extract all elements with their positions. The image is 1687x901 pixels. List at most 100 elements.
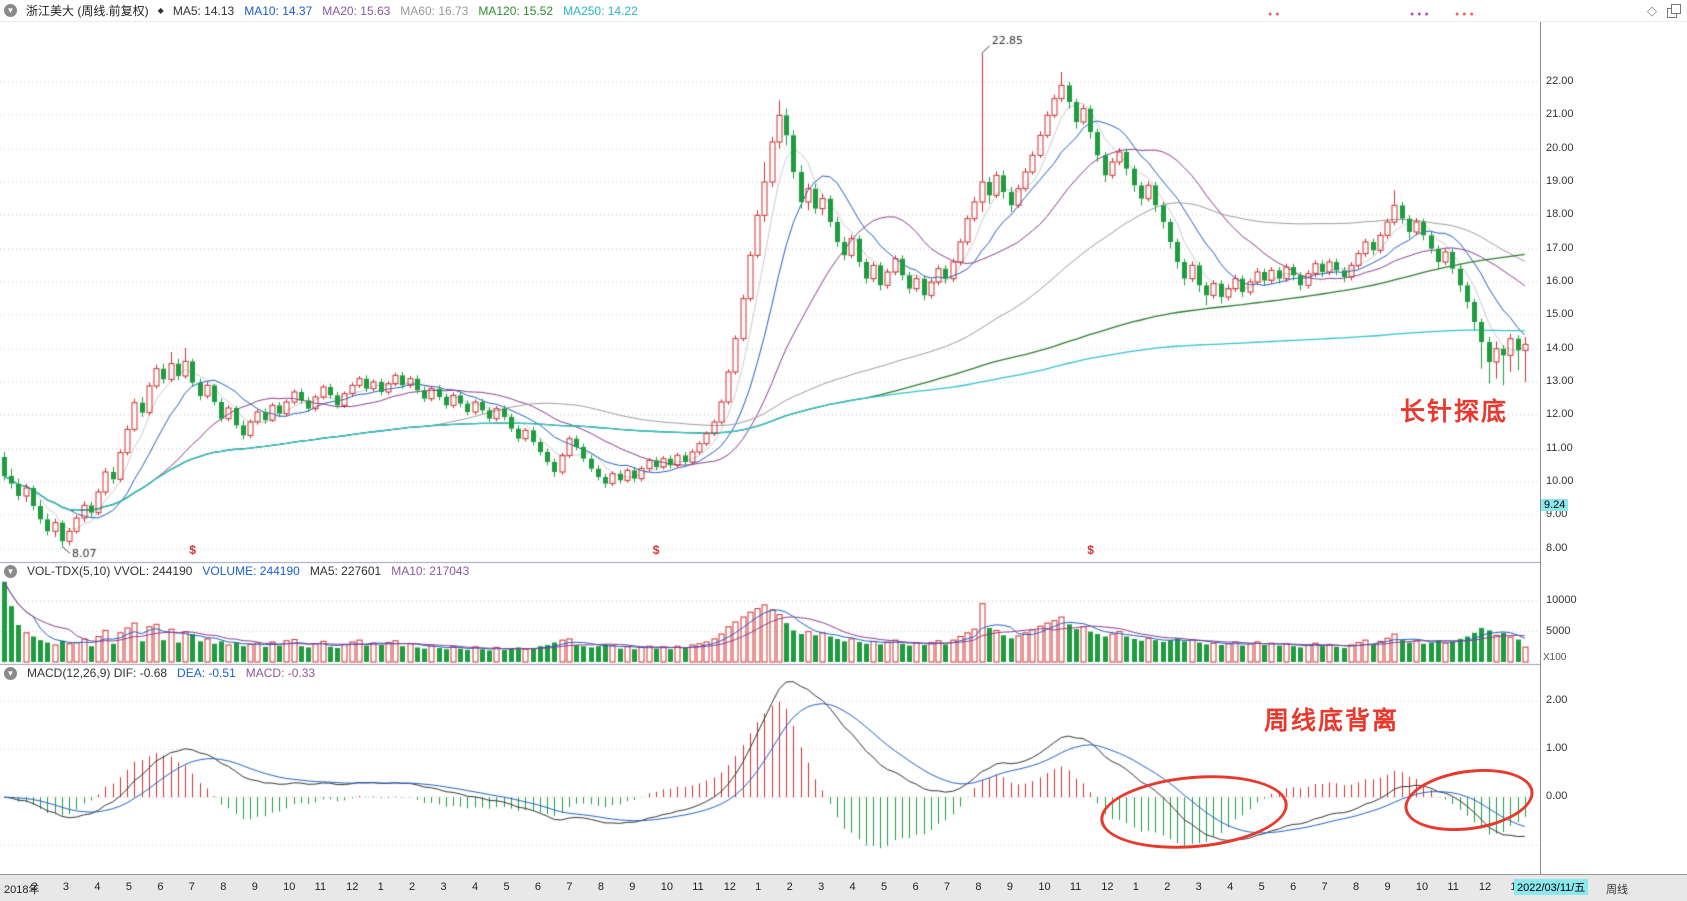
volume-tick-5000: 5000 xyxy=(1546,624,1571,637)
month-tick: 3 xyxy=(440,881,447,893)
month-tick: 2 xyxy=(786,881,793,893)
month-tick: 11 xyxy=(1447,881,1459,893)
ma-indicator-list: MA5: 14.13 MA10: 14.37 MA20: 15.63 MA60: 16… xyxy=(173,4,638,18)
month-tick: 10 xyxy=(283,881,296,893)
macd-header-item-2: DEA: -0.51 xyxy=(177,666,236,680)
current-price-badge: 9.24 xyxy=(1541,499,1569,511)
month-tick: 1 xyxy=(1510,881,1516,893)
month-tick: 5 xyxy=(1258,881,1265,893)
diamond-icon[interactable]: ◇ xyxy=(1647,3,1657,18)
marker-dots-3: ●●● xyxy=(1455,11,1477,18)
month-tick: 2 xyxy=(1164,881,1171,893)
ma-indicator-3: MA20: 15.63 xyxy=(322,3,391,18)
year-label: 2018年 xyxy=(4,884,40,896)
month-tick: 7 xyxy=(943,881,951,893)
dividend-marker-1: $ xyxy=(189,543,196,557)
annotation-weekly-divergence: 周线底背离 xyxy=(1264,707,1400,735)
time-axis[interactable]: 2018年 2022/03/11/五 周线 2 3 4 5 6 7 8 9 10 11 12 1 2 3 4… xyxy=(0,874,1687,901)
current-date-badge: 2022/03/11/五 xyxy=(1514,879,1589,895)
ma-indicator-4: MA60: 16.73 xyxy=(400,3,469,18)
month-tick: 6 xyxy=(157,881,164,893)
price-tick-12.00: 12.00 xyxy=(1546,408,1574,421)
month-tick: 5 xyxy=(125,881,132,893)
month-tick: 8 xyxy=(597,881,604,893)
macd-header-item-1: MACD(12,26,9) DIF: -0.68 xyxy=(27,666,168,680)
value-axis[interactable]: 22.00 21.00 20.00 19.00 18.00 17.00 16.00 15.00… xyxy=(1540,22,1687,874)
month-tick: 1 xyxy=(377,881,384,893)
price-tick-17.00: 17.00 xyxy=(1546,241,1574,254)
month-tick: 7 xyxy=(566,881,573,893)
month-tick: 12 xyxy=(723,881,736,893)
month-tick: 10 xyxy=(1415,881,1429,893)
month-tick: 6 xyxy=(534,881,542,893)
price-tick-22.00: 22.00 xyxy=(1546,75,1574,87)
ma-indicator-5: MA120: 15.52 xyxy=(478,3,554,18)
restore-window-icon[interactable] xyxy=(1667,4,1681,18)
month-tick: 5 xyxy=(881,881,888,893)
month-tick: 11 xyxy=(314,881,327,893)
window-controls: ◇ xyxy=(1647,3,1681,19)
annotation-long-needle: 长针探底 xyxy=(1400,398,1509,426)
header-bar: ▼ 浙江美大 (周线.前复权) ◆ MA5: 14.13 MA10: 14.37 M… xyxy=(0,0,1687,22)
month-tick: 9 xyxy=(1006,881,1013,893)
month-tick: 10 xyxy=(1038,881,1051,893)
price-tick-16.00: 16.00 xyxy=(1546,275,1574,287)
month-tick: 11 xyxy=(692,881,704,893)
period-label[interactable]: 周线 xyxy=(1606,884,1628,896)
month-tick: 7 xyxy=(188,881,195,893)
price-tick-19.00: 19.00 xyxy=(1546,175,1574,187)
chart-canvas[interactable] xyxy=(0,22,1540,874)
month-tick: 3 xyxy=(818,881,825,893)
month-tick: 4 xyxy=(94,881,101,893)
month-tick: 8 xyxy=(220,881,227,893)
month-tick: 9 xyxy=(1384,881,1391,893)
ma-indicator-2: MA10: 14.37 xyxy=(244,3,313,18)
price-tick-10.00: 10.00 xyxy=(1546,475,1574,487)
month-tick: 8 xyxy=(975,881,982,893)
price-tick-14.00: 14.00 xyxy=(1546,341,1574,354)
month-tick: 12 xyxy=(1478,881,1492,893)
price-tick-11.00: 11.00 xyxy=(1546,441,1573,454)
volume-unit-label: X100 xyxy=(1543,652,1567,663)
month-tick: 3 xyxy=(1195,881,1202,893)
stock-title: 浙江美大 (周线.前复权) xyxy=(26,4,149,18)
month-tick: 2 xyxy=(31,881,38,893)
volume-header-item-4: MA10: 217043 xyxy=(391,564,470,578)
month-tick: 1 xyxy=(755,881,762,893)
collapse-main-pane-icon[interactable]: ▼ xyxy=(4,4,17,17)
price-tick-21.00: 21.00 xyxy=(1546,108,1574,121)
price-tick-15.00: 15.00 xyxy=(1546,308,1574,321)
month-tick: 4 xyxy=(849,881,856,893)
volume-pane-header: ▼ VOL-TDX(5,10) VVOL: 244190 VOLUME: 2441… xyxy=(4,564,469,578)
volume-header-item-2: VOLUME: 244190 xyxy=(202,564,300,578)
macd-pane-header: ▼ MACD(12,26,9) DIF: -0.68 DEA: -0.51 MACD… xyxy=(4,666,315,680)
volume-tick-10000: 10000 xyxy=(1546,594,1577,607)
month-tick: 6 xyxy=(1290,881,1297,893)
dividend-marker-3: $ xyxy=(1087,543,1094,557)
dividend-marker-2: $ xyxy=(652,543,660,557)
month-tick: 8 xyxy=(1353,881,1360,893)
macd-header-item-3: MACD: -0.33 xyxy=(245,666,316,680)
volume-header-item-1: VOL-TDX(5,10) VVOL: 244190 xyxy=(27,564,193,578)
collapse-macd-pane-icon[interactable]: ▼ xyxy=(4,666,17,680)
price-tick-20.00: 20.00 xyxy=(1546,141,1574,154)
price-tick-13.00: 13.00 xyxy=(1546,375,1574,387)
marker-dots-1: ●● xyxy=(1268,11,1283,18)
macd-tick-1.00: 1.00 xyxy=(1546,742,1568,755)
month-tick: 4 xyxy=(471,881,479,893)
month-tick: 1 xyxy=(1132,881,1139,893)
ma-indicator-1: MA5: 14.13 xyxy=(172,3,235,18)
month-tick: 5 xyxy=(503,881,510,893)
month-tick: 2 xyxy=(409,881,416,893)
indicator-marker-icon: ◆ xyxy=(157,6,164,15)
month-tick: 7 xyxy=(1321,881,1328,893)
price-tick-18.00: 18.00 xyxy=(1546,208,1574,221)
collapse-volume-pane-icon[interactable]: ▼ xyxy=(4,564,17,578)
month-tick: 9 xyxy=(629,881,636,893)
macd-tick-2.00: 2.00 xyxy=(1546,694,1568,707)
month-tick: 12 xyxy=(1101,881,1114,893)
month-tick: 11 xyxy=(1069,881,1082,893)
month-tick: 6 xyxy=(912,881,919,893)
price-tick-9.00: 9.00 xyxy=(1546,508,1568,521)
marker-dots-2: ●●● xyxy=(1410,11,1432,18)
